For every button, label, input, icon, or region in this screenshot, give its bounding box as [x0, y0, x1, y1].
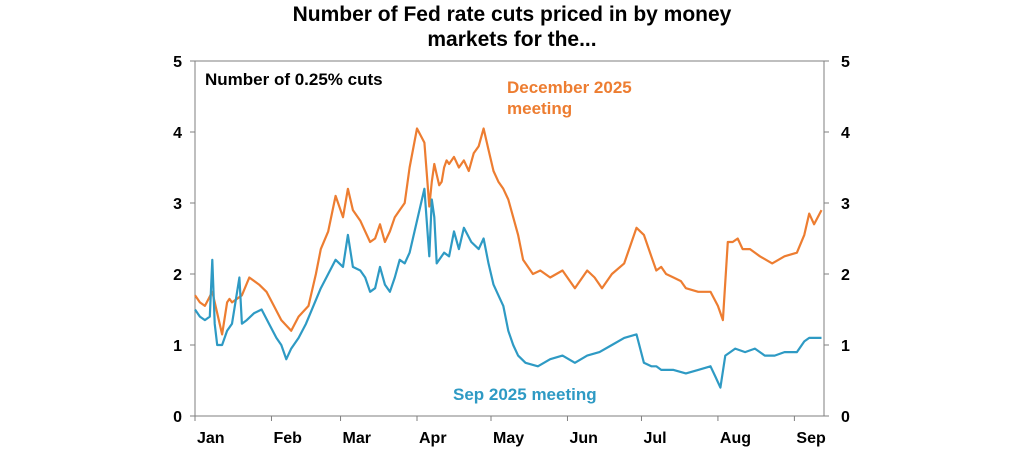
- x-tick-label: Jan: [197, 430, 225, 447]
- series-line-december-2025: [194, 127, 823, 336]
- plot-border: [194, 60, 825, 417]
- y-tick-label-right: 0: [841, 409, 850, 426]
- y-tick-label-left: 2: [173, 267, 182, 284]
- y-tick-label-right: 1: [841, 338, 850, 355]
- y-tick-label-left: 0: [173, 409, 182, 426]
- y-tick-label-right: 5: [841, 54, 850, 71]
- y-axis-right: 0 1 2 3 4 5: [824, 54, 850, 426]
- x-tick-label: Jun: [569, 430, 597, 447]
- x-tick-label: Feb: [273, 430, 302, 447]
- chart-title-line-1: Number of Fed rate cuts priced in by mon…: [292, 3, 732, 26]
- x-tick-label: May: [493, 430, 524, 447]
- y-tick-label-left: 1: [173, 338, 182, 355]
- y-tick-label-left: 4: [173, 125, 182, 142]
- series-line-sep-2025: [194, 187, 822, 389]
- y-tick-label-left: 3: [173, 196, 182, 213]
- y-axis-left: 0 1 2 3 4 5: [173, 54, 195, 426]
- x-axis: Jan Feb Mar Apr May Jun Jul Aug Sep: [194, 416, 826, 447]
- x-tick-label: Sep: [796, 430, 826, 447]
- plot-frame: [194, 60, 825, 417]
- chart-title-line-2: markets for the...: [427, 28, 597, 51]
- x-tick-label: Jul: [643, 430, 666, 447]
- series-lines: [194, 127, 823, 389]
- x-tick-label: Apr: [419, 430, 447, 447]
- legend-label-september: Sep 2025 meeting: [453, 385, 597, 404]
- legend-label-december: December 2025 meeting: [507, 78, 632, 118]
- x-tick-label: Mar: [343, 430, 371, 447]
- y-tick-label-right: 3: [841, 196, 850, 213]
- y-tick-label-right: 4: [841, 125, 850, 142]
- y-tick-label-right: 2: [841, 267, 850, 284]
- x-tick-label: Aug: [720, 430, 751, 447]
- y-axis-label: Number of 0.25% cuts: [205, 70, 383, 89]
- y-tick-label-left: 5: [173, 54, 182, 71]
